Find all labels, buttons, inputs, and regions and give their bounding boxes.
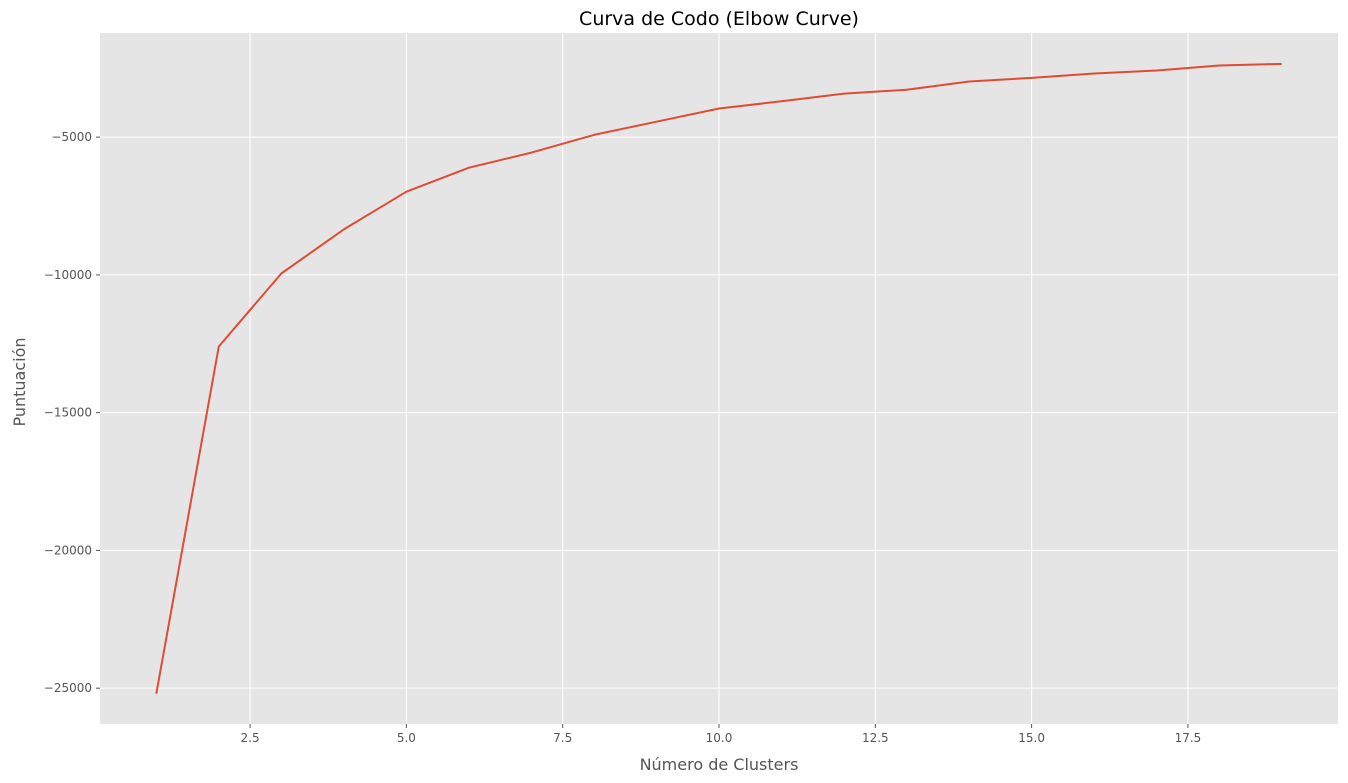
- x-axis-label: Número de Clusters: [640, 755, 799, 774]
- x-tick-label: 7.5: [553, 731, 572, 745]
- series-group: [155, 62, 1282, 694]
- x-tick-label: 10.0: [706, 731, 733, 745]
- y-axis-label: Puntuación: [10, 337, 29, 426]
- y-tick-label: −20000: [44, 543, 92, 557]
- x-tick-label: 5.0: [397, 731, 416, 745]
- x-tick-label: 12.5: [862, 731, 889, 745]
- y-tick-label: −5000: [51, 130, 92, 144]
- x-tick-label: 15.0: [1018, 731, 1045, 745]
- x-tick-label: 2.5: [241, 731, 260, 745]
- x-axis-ticks: 2.5 5.0 7.5 10.0 12.5 15.0 17.5: [241, 724, 1202, 745]
- y-axis-ticks: −5000 −10000 −15000 −20000 −25000: [44, 130, 100, 695]
- y-tick-label: −25000: [44, 681, 92, 695]
- series-line: [155, 62, 1282, 694]
- grid-lines: [100, 33, 1338, 724]
- y-tick-label: −15000: [44, 406, 92, 420]
- y-tick-label: −10000: [44, 268, 92, 282]
- chart-title: Curva de Codo (Elbow Curve): [579, 8, 859, 30]
- x-tick-label: 17.5: [1175, 731, 1202, 745]
